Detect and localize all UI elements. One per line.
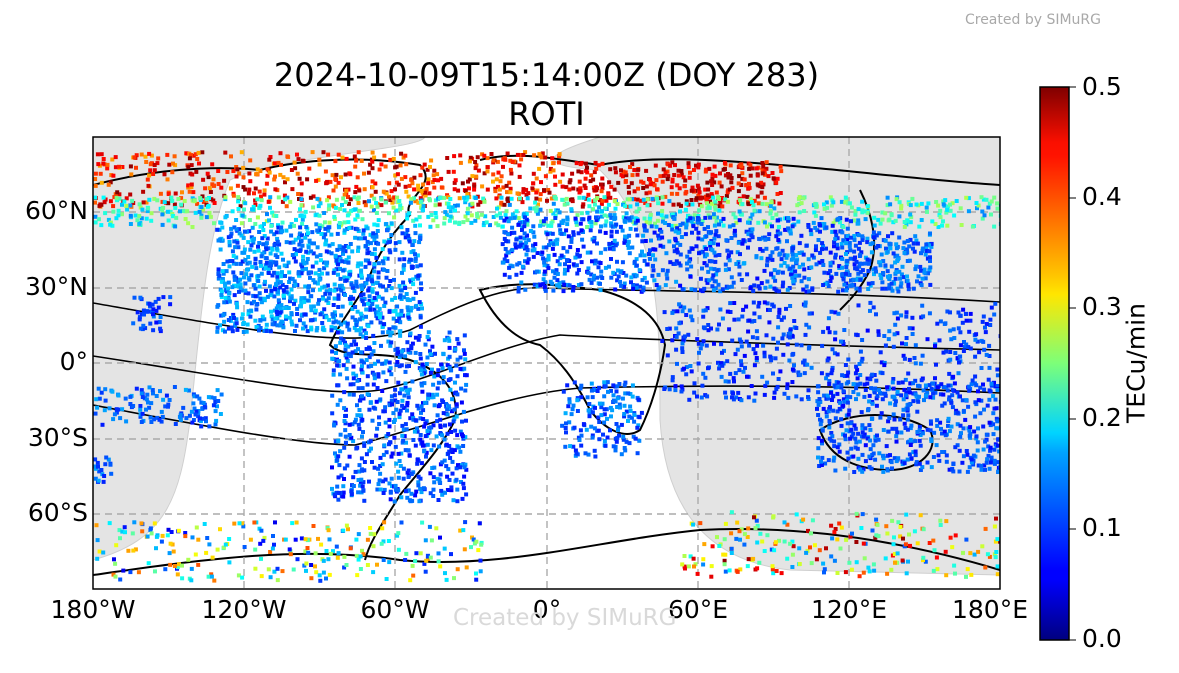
colorbar — [1039, 86, 1070, 641]
lon-tick-label: 60°W — [360, 595, 429, 624]
colorbar-label: TECu/min — [1121, 303, 1151, 423]
roti-observations — [93, 150, 1000, 583]
colorbar-tick: 0.3 — [1082, 292, 1122, 321]
watermark: Created by SIMuRG — [453, 605, 677, 631]
map-title-time: 2024-10-09T15:14:00Z (DOY 283) — [273, 56, 820, 94]
lon-tick-label: 180°E — [952, 595, 1028, 624]
colorbar-tick: 0.1 — [1082, 513, 1122, 542]
lat-tick-label: 0° — [60, 347, 88, 376]
lat-tick-label: 30°S — [28, 423, 88, 452]
lon-tick-label: 0° — [533, 595, 561, 624]
lat-tick-label: 60°N — [25, 196, 88, 225]
colorbar-tick: 0.5 — [1082, 72, 1122, 101]
colorbar-tick: 0.2 — [1082, 403, 1122, 432]
colorbar-tick: 0.0 — [1082, 624, 1122, 653]
lon-tick-label: 180°W — [51, 595, 136, 624]
map-title-parameter: ROTI — [508, 95, 585, 133]
colorbar-tick: 0.4 — [1082, 182, 1122, 211]
credit-top: Created by SIMuRG — [964, 12, 1101, 28]
lon-tick-label: 120°E — [811, 595, 887, 624]
lon-tick-label: 60°E — [668, 595, 728, 624]
map-area — [93, 137, 1000, 589]
lat-tick-label: 30°N — [25, 272, 88, 301]
lat-tick-label: 60°S — [28, 498, 88, 527]
night-shading-west — [93, 137, 426, 561]
lon-tick-label: 120°W — [202, 595, 287, 624]
map-frame — [92, 136, 1001, 590]
